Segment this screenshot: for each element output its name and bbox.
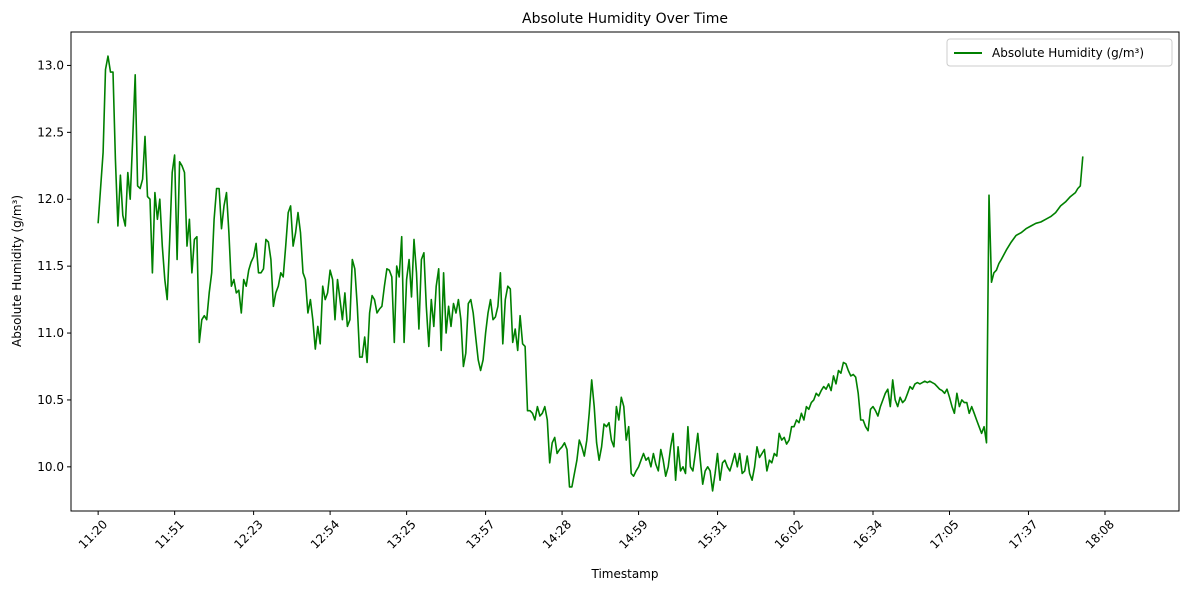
x-tick-label: 14:28 — [540, 517, 574, 551]
x-tick-label: 13:25 — [384, 517, 418, 551]
y-tick-label: 12.0 — [37, 192, 64, 206]
x-tick-label: 16:34 — [851, 517, 885, 551]
chart-title: Absolute Humidity Over Time — [522, 11, 728, 27]
x-tick-label: 16:02 — [772, 517, 806, 551]
y-axis-label: Absolute Humidity (g/m³) — [10, 195, 24, 347]
x-tick-label: 12:23 — [231, 517, 265, 551]
x-axis-label: Timestamp — [591, 567, 659, 581]
x-tick-label: 13:57 — [463, 517, 497, 551]
series-line-0 — [97, 55, 1084, 492]
plot-frame — [70, 31, 1180, 512]
y-tick-label: 11.0 — [37, 326, 64, 340]
x-tick-label: 12:54 — [308, 517, 342, 551]
x-tick-label: 11:20 — [76, 517, 110, 551]
y-axis: 10.0 10.5 11.0 11.5 12.0 12.5 13.0 — [37, 58, 71, 474]
y-tick-label: 10.5 — [37, 393, 64, 407]
x-axis: 11:20 11:51 12:23 12:54 13:25 13:57 14:28 14:59… — [76, 511, 1117, 552]
legend-label: Absolute Humidity (g/m³) — [992, 46, 1144, 60]
x-tick-label: 14:59 — [616, 517, 650, 551]
legend-box — [946, 38, 1173, 67]
x-tick-label: 15:31 — [695, 517, 729, 551]
x-tick-label: 17:05 — [927, 517, 961, 551]
x-tick-label: 18:08 — [1083, 517, 1117, 551]
y-tick-label: 13.0 — [37, 58, 64, 72]
y-tick-label: 12.5 — [37, 125, 64, 139]
legend: Absolute Humidity (g/m³) — [946, 38, 1173, 67]
x-tick-label: 17:37 — [1006, 517, 1040, 551]
y-tick-label: 10.0 — [37, 460, 64, 474]
x-tick-label: 11:51 — [152, 517, 186, 551]
y-tick-label: 11.5 — [37, 259, 64, 273]
plot-area — [97, 55, 1084, 492]
